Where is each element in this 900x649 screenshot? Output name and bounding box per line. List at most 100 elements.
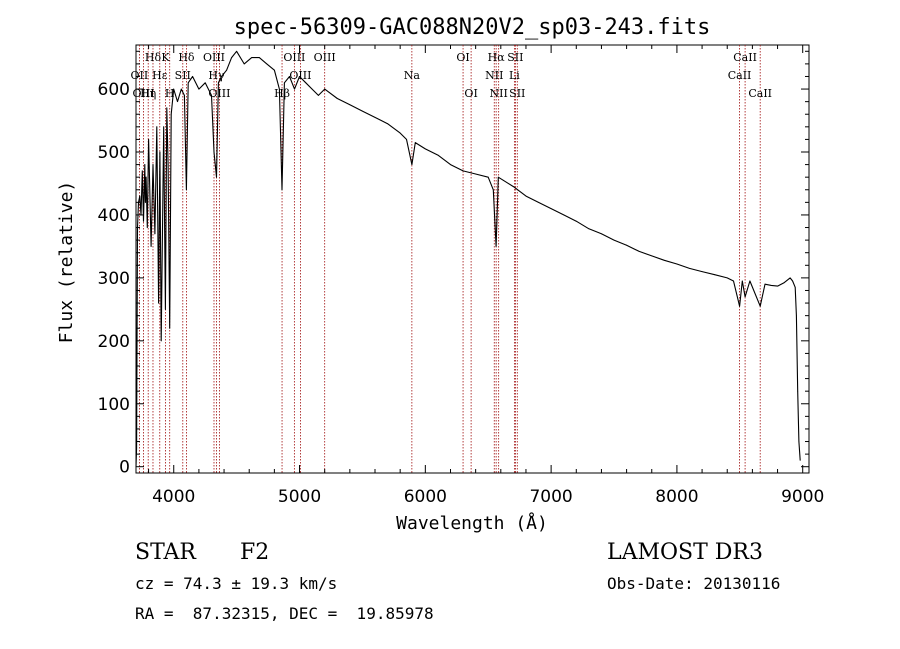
data-point [744, 296, 746, 298]
data-point [759, 305, 761, 307]
data-point [137, 227, 138, 228]
data-point [701, 271, 703, 272]
x-tick-label-2: 6000 [404, 487, 447, 507]
data-point [141, 170, 143, 172]
data-point [305, 82, 307, 84]
plot-frame [135, 44, 810, 474]
data-point [575, 220, 577, 222]
line-label-8: Hδ [178, 51, 195, 64]
data-point [284, 82, 285, 84]
data-point [324, 88, 326, 90]
data-point [145, 176, 147, 178]
line-label-15: OIII [314, 51, 336, 64]
data-point [374, 117, 376, 118]
line-label-11: OIII [208, 87, 230, 100]
data-point [663, 259, 665, 261]
data-point [258, 57, 260, 58]
data-point [139, 195, 141, 197]
data-point [424, 148, 426, 150]
spectrum-series [135, 50, 801, 468]
data-point [726, 277, 728, 279]
line-label-23: Li [509, 69, 520, 82]
data-point [218, 82, 219, 84]
data-point [799, 460, 801, 461]
data-point [170, 113, 172, 115]
obs-date: Obs-Date: 20130116 [607, 574, 781, 593]
x-axis-label: Wavelength (Å) [396, 512, 548, 534]
line-label-5: K [161, 51, 170, 64]
data-point [192, 76, 194, 77]
data-point [336, 98, 338, 99]
data-point [513, 186, 514, 188]
line-label-9: OIII [203, 51, 225, 64]
data-point [231, 57, 233, 58]
data-point [318, 95, 319, 96]
data-point [213, 151, 215, 153]
x-tick-label-5: 9000 [781, 487, 824, 507]
data-point [550, 208, 552, 210]
data-point [783, 282, 785, 284]
data-point [789, 277, 791, 279]
line-label-14: OIII [289, 69, 311, 82]
data-point [406, 139, 407, 140]
data-point [143, 220, 144, 222]
line-label-2: OIII [133, 87, 155, 100]
data-point [797, 390, 799, 392]
data-point [714, 274, 716, 276]
data-point [173, 88, 175, 90]
data-point [216, 176, 217, 178]
line-label-25: CaII [728, 69, 752, 82]
line-label-18: OI [464, 87, 477, 100]
line-label-0: Hδ [145, 51, 162, 64]
data-point [186, 189, 187, 191]
line-label-27: CaII [748, 87, 772, 100]
line-label-13: OIII [283, 51, 305, 64]
data-point [136, 447, 138, 449]
chart-title: spec-56309-GAC088N20V2_sp03-243.fits [234, 15, 711, 40]
data-point [146, 227, 148, 228]
data-point [626, 244, 627, 246]
data-point [651, 255, 653, 257]
data-point [211, 95, 212, 96]
y-tick-label-3: 300 [98, 269, 130, 289]
y-tick-label-0: 0 [119, 458, 130, 478]
subclass: F2 [240, 540, 270, 565]
data-point [177, 101, 178, 102]
data-point [676, 263, 678, 265]
data-point [184, 95, 185, 96]
data-point [525, 195, 527, 197]
data-point [145, 202, 146, 203]
data-point [165, 309, 166, 310]
data-point [749, 280, 751, 282]
data-point [140, 214, 142, 216]
line-label-1: OII [131, 69, 149, 82]
data-point [180, 88, 182, 90]
line-label-4: Hε [152, 69, 168, 82]
data-point [311, 88, 313, 90]
data-point [226, 69, 228, 71]
data-point [739, 305, 740, 307]
line-label-10: Hγ [208, 69, 225, 82]
line-label-22: SII [507, 51, 523, 64]
data-point [387, 123, 388, 125]
data-point [156, 126, 158, 128]
data-point [187, 82, 189, 84]
line-label-26: CaII [733, 51, 757, 64]
axes: 4000 5000 6000 7000 8000 9000 0 100 200 300 400 500… [98, 45, 824, 507]
data-point [144, 164, 146, 166]
data-point [563, 214, 565, 216]
data-point [588, 228, 590, 230]
line-label-21: NII [490, 87, 508, 100]
line-label-3: Hη [140, 87, 156, 100]
line-label-6: H [165, 87, 175, 100]
line-label-19: NII [485, 69, 503, 82]
data-point [733, 280, 734, 282]
data-point [150, 246, 152, 247]
data-point [689, 268, 690, 269]
data-point [274, 69, 275, 71]
plot-border [135, 44, 810, 474]
data-point [279, 88, 280, 90]
y-axis-label: Flux (relative) [56, 181, 77, 344]
